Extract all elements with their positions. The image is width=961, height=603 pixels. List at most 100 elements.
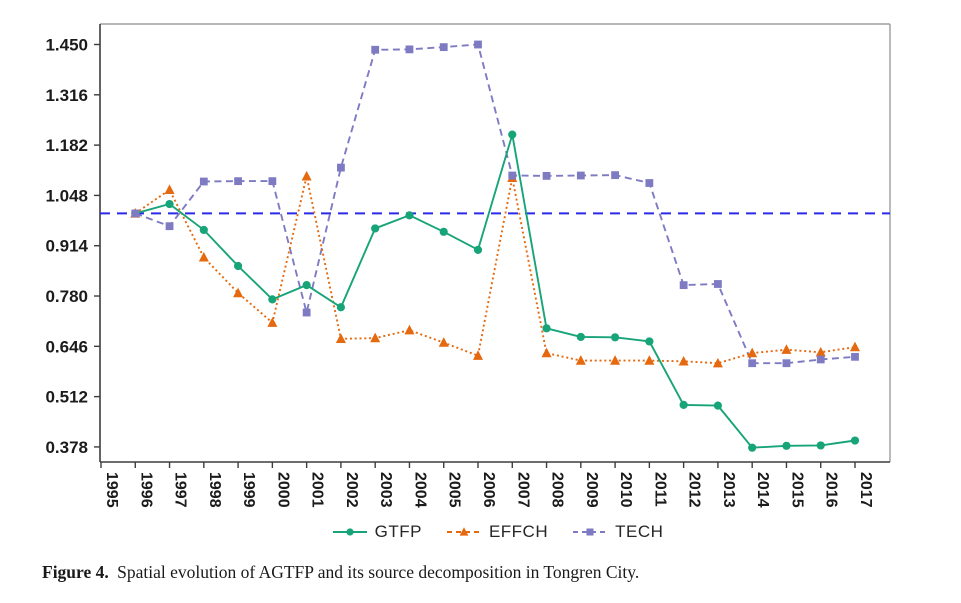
legend-label-effch: EFFCH xyxy=(488,522,549,541)
gtfp-marker xyxy=(199,225,208,235)
x-tick-label: 2004 xyxy=(411,472,428,508)
tech-marker xyxy=(816,355,825,364)
x-tick-label: 2003 xyxy=(377,472,394,508)
legend-swatch-svg xyxy=(573,528,608,536)
effch-marker xyxy=(610,355,621,365)
gtfp-marker xyxy=(782,441,791,450)
tech-marker xyxy=(439,43,448,52)
gtfp-marker xyxy=(405,211,414,220)
tech-line-marker-icon xyxy=(572,525,608,539)
gtfp-marker xyxy=(439,227,448,236)
gtfp-marker xyxy=(165,199,174,209)
y-axis: 1.450 1.316 1.182 1.048 0.914 0.780 0.646 0.512… xyxy=(45,36,100,457)
effch-marker xyxy=(370,332,381,343)
tech-marker xyxy=(714,280,722,288)
tech-marker xyxy=(576,171,585,180)
series-line-effch xyxy=(134,176,856,365)
tech-marker xyxy=(234,177,242,186)
plot-frame xyxy=(99,23,891,463)
tech-marker xyxy=(268,177,277,186)
effch-marker xyxy=(644,355,655,365)
tech-marker xyxy=(611,171,619,180)
effch-marker xyxy=(335,333,346,344)
x-tick-label: 1997 xyxy=(172,472,189,508)
gtfp-marker xyxy=(645,337,654,346)
gtfp-marker xyxy=(508,130,517,139)
x-tick-label: 1999 xyxy=(240,472,257,508)
gtfp-marker xyxy=(713,401,723,410)
legend-swatch-svg xyxy=(446,527,481,536)
tech-marker xyxy=(542,171,551,180)
x-tick-label: 1998 xyxy=(206,472,223,508)
legend-label-gtfp: GTFP xyxy=(374,522,422,541)
gtfp-marker xyxy=(473,245,483,254)
x-tick-label: 2008 xyxy=(549,472,566,508)
effch-marker xyxy=(712,357,723,368)
gtfp-marker xyxy=(302,281,311,290)
x-tick-label: 2016 xyxy=(823,472,840,508)
legend-label-tech: TECH xyxy=(615,522,664,541)
tech-marker xyxy=(508,171,517,180)
tech-marker xyxy=(405,45,414,54)
x-tick-label: 2017 xyxy=(857,472,874,508)
effch-line-marker-icon xyxy=(446,525,482,539)
x-tick-label: 2002 xyxy=(343,472,360,508)
gtfp-marker xyxy=(576,332,585,342)
effch-marker xyxy=(164,184,175,194)
tech-marker xyxy=(851,352,859,361)
x-tick-label: 2012 xyxy=(686,472,703,508)
gtfp-marker xyxy=(371,224,380,233)
legend-item-tech: TECH xyxy=(572,522,663,542)
effch-marker xyxy=(438,337,449,347)
figure-caption: Figure 4. Spatial evolution of AGTFP and… xyxy=(42,562,639,583)
figure-caption-text: Spatial evolution of AGTFP and its sourc… xyxy=(117,562,640,582)
gtfp-marker xyxy=(748,443,757,452)
effch-marker xyxy=(404,324,415,335)
x-tick-label: 2013 xyxy=(720,472,737,508)
effch-marker xyxy=(472,350,483,360)
effch-marker xyxy=(301,170,312,181)
effch-marker xyxy=(678,355,689,366)
effch-marker xyxy=(233,287,244,298)
tech-marker xyxy=(337,163,345,172)
tech-marker xyxy=(131,209,140,218)
gtfp-marker xyxy=(850,436,860,445)
tech-marker xyxy=(302,308,311,317)
x-tick-label: 2007 xyxy=(514,472,531,508)
tech-marker xyxy=(679,281,688,290)
gtfp-marker xyxy=(336,303,346,312)
tech-marker xyxy=(782,359,791,368)
series-line-tech xyxy=(134,43,856,365)
y-tick-label: 0.378 xyxy=(45,438,88,457)
effch-marker xyxy=(541,347,552,358)
legend-swatch-svg xyxy=(332,528,367,536)
y-tick-label: 0.780 xyxy=(45,287,88,306)
legend-item-gtfp: GTFP xyxy=(332,522,422,542)
effch-marker xyxy=(198,251,209,262)
tech-marker xyxy=(371,45,380,54)
x-tick-label: 2015 xyxy=(788,472,805,508)
y-tick-label: 0.914 xyxy=(45,237,88,256)
x-tick-label: 2000 xyxy=(274,472,291,508)
series-line-gtfp xyxy=(135,134,856,449)
effch-marker xyxy=(849,341,860,352)
y-tick-label: 1.182 xyxy=(45,136,88,155)
x-tick-label: 2005 xyxy=(446,472,463,508)
x-tick-label: 2011 xyxy=(651,472,668,507)
gtfp-marker xyxy=(610,333,620,342)
x-tick-label: 1995 xyxy=(103,472,120,508)
y-tick-label: 0.512 xyxy=(45,388,88,407)
legend-item-effch: EFFCH xyxy=(446,522,548,542)
x-tick-label: 2006 xyxy=(480,472,497,508)
gtfp-marker xyxy=(679,400,688,409)
gtfp-marker xyxy=(233,261,243,271)
effch-marker xyxy=(575,355,586,365)
x-tick-label: 2010 xyxy=(617,472,634,508)
chart-legend: GTFP EFFCH TECH xyxy=(0,522,961,542)
tech-marker xyxy=(165,222,174,231)
x-tick-label: 2014 xyxy=(754,472,771,508)
x-axis: 1995 1996 1997 1998 1999 2000 2001 2002 2003 2004… xyxy=(100,462,874,508)
gtfp-marker xyxy=(542,324,551,333)
tech-marker xyxy=(474,40,482,49)
